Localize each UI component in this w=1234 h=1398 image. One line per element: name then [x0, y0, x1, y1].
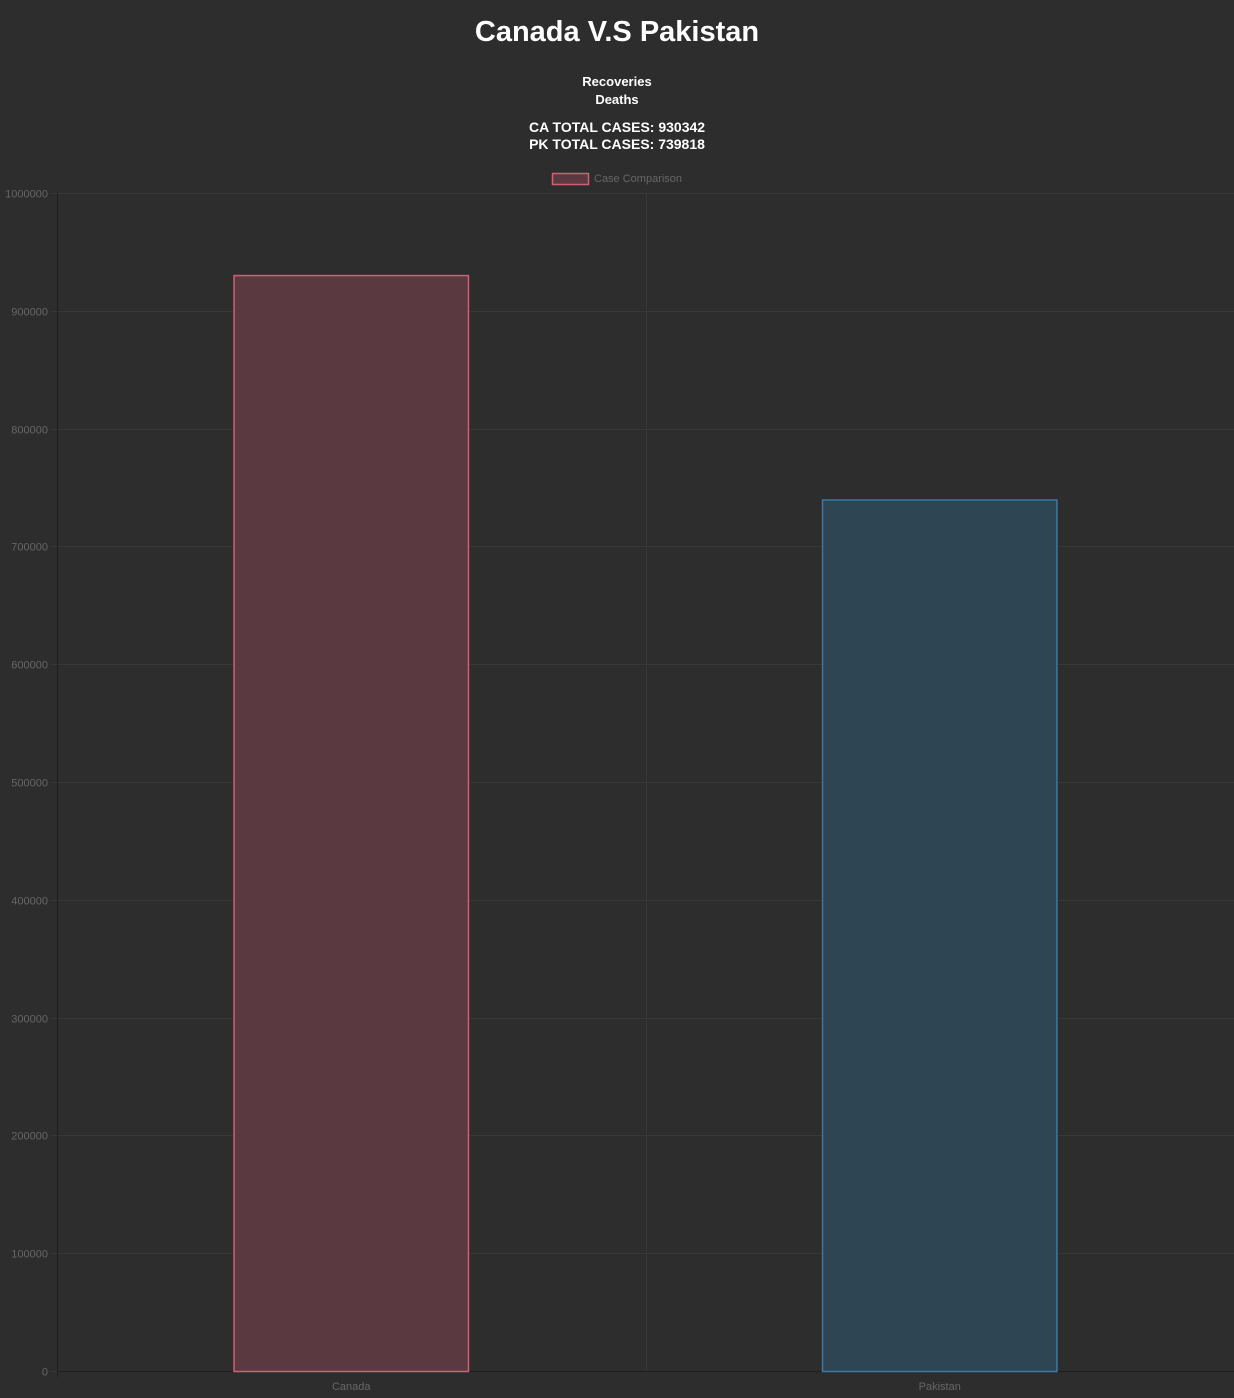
recoveries-link[interactable]: Recoveries — [582, 74, 652, 89]
deaths-link[interactable]: Deaths — [595, 92, 639, 107]
y-tick-label: 600000 — [11, 660, 48, 672]
y-tick-label: 700000 — [11, 542, 48, 554]
pk-total-cases: PK TOTAL CASES: 739818 — [529, 136, 705, 152]
y-tick-label: 300000 — [11, 1014, 48, 1026]
y-tick-label: 500000 — [11, 778, 48, 790]
legend-swatch — [551, 172, 590, 186]
totals: CA TOTAL CASES: 930342 PK TOTAL CASES: 7… — [0, 119, 1234, 153]
y-tick-label: 400000 — [11, 896, 48, 908]
y-tick-label: 1000000 — [5, 189, 48, 201]
x-tick-label: Canada — [332, 1381, 371, 1393]
y-tick-label: 900000 — [11, 307, 48, 319]
y-tick-label: 0 — [42, 1367, 48, 1379]
ca-total-cases: CA TOTAL CASES: 930342 — [528, 119, 706, 135]
bar-canada — [233, 274, 470, 1373]
bar-pakistan — [821, 499, 1058, 1373]
nav-links: Recoveries Deaths — [0, 73, 1234, 109]
y-tick-label: 800000 — [11, 425, 48, 437]
page-title: Canada V.S Pakistan — [474, 16, 760, 48]
legend-label: Case Comparison — [594, 173, 682, 185]
y-tick-label: 200000 — [11, 1131, 48, 1143]
x-tick-label: Pakistan — [919, 1381, 961, 1393]
y-tick-label: 100000 — [11, 1249, 48, 1261]
